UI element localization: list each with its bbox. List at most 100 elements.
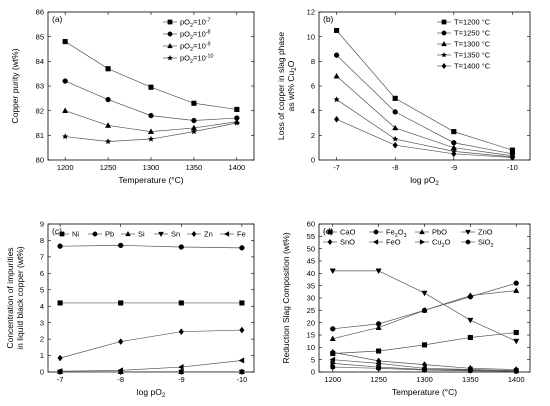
data-point — [62, 107, 69, 113]
y-tick-label: 45 — [307, 257, 315, 266]
data-point — [148, 112, 154, 119]
x-tick-label: 1300 — [143, 163, 160, 172]
data-point — [61, 133, 69, 140]
series-fe2o3 — [330, 280, 519, 332]
legend-item: PbO — [415, 228, 447, 237]
legend-label: T=1300 °C — [454, 40, 491, 49]
legend-label: T=1400 °C — [454, 62, 491, 71]
chart-panel-c: (c) 0 1 2 3 4 5 6 7 8 9 -7 -8 -9 -10 log pO2 Concentrati… — [5, 220, 255, 399]
data-point — [333, 72, 340, 79]
data-point — [62, 39, 68, 45]
x-tick-label: -10 — [236, 375, 247, 384]
y-tick-label: 30 — [307, 294, 315, 303]
data-point — [118, 338, 124, 345]
x-tick-label: -7 — [57, 375, 64, 384]
data-point — [105, 96, 111, 103]
y-tick-label: 84 — [36, 57, 44, 66]
data-point — [178, 363, 184, 371]
legend-marker — [441, 40, 447, 47]
legend-item: T=1300 °C — [437, 40, 491, 49]
data-point — [148, 84, 154, 90]
legend-label: SnO — [340, 238, 355, 247]
data-point — [105, 66, 111, 72]
x-tick-label: -8 — [117, 375, 124, 384]
y-tick-label: 4 — [40, 302, 44, 311]
legend-item: Zn — [187, 230, 213, 239]
data-point — [513, 287, 520, 293]
y-tick-label: 7 — [40, 252, 44, 261]
data-point — [392, 95, 398, 101]
data-point — [467, 317, 474, 324]
data-point — [509, 154, 516, 161]
legend-item: CaO — [323, 228, 356, 237]
data-point — [333, 115, 340, 123]
data-point — [238, 357, 245, 364]
data-point — [421, 290, 428, 297]
legend-item: Pb — [88, 230, 114, 239]
legend-marker — [158, 231, 164, 238]
data-point — [376, 348, 382, 354]
legend-label: T=1200 °C — [454, 18, 491, 27]
y-tick-label: 83 — [36, 82, 44, 91]
data-point — [233, 119, 241, 126]
data-point — [513, 329, 519, 336]
data-point — [118, 300, 124, 306]
data-point — [56, 368, 63, 375]
data-point — [467, 334, 473, 341]
legend-item: Si — [121, 230, 145, 239]
series-pb — [57, 242, 245, 251]
data-point — [239, 326, 245, 334]
legend-item: pO2=10-7 — [163, 18, 211, 29]
data-point — [104, 138, 112, 145]
legend-label: pO2=10-10 — [180, 54, 214, 65]
data-point — [421, 307, 428, 313]
legend: T=1200 °C T=1250 °C T=1300 °C T=1350 °C T=14… — [437, 18, 491, 71]
series-po2-10-7 — [62, 39, 240, 112]
data-point — [62, 78, 68, 84]
data-point — [57, 243, 63, 249]
data-point — [117, 367, 124, 374]
y-tick-label: 0 — [311, 368, 315, 377]
data-point — [392, 124, 399, 131]
data-point — [375, 324, 382, 330]
y-axis-label: Copper purity (wt%) — [10, 48, 20, 123]
panel-label: (b) — [323, 14, 334, 24]
legend-label: ZnO — [478, 228, 493, 237]
data-point — [334, 27, 340, 34]
series-line — [336, 75, 513, 157]
legend-marker — [223, 231, 230, 237]
legend-item: Fe2O3 — [369, 228, 407, 239]
data-point — [239, 245, 245, 251]
x-tick-label: 1350 — [462, 375, 479, 384]
data-point — [333, 96, 340, 103]
data-point — [330, 364, 336, 370]
data-point — [333, 52, 340, 58]
y-tick-label: 6 — [311, 82, 315, 91]
x-tick-label: -9 — [450, 163, 457, 172]
y-tick-label: 0 — [311, 156, 315, 165]
data-point — [57, 354, 63, 362]
data-point — [513, 338, 520, 345]
y-tick-label: 9 — [40, 220, 44, 229]
legend-item: T=1350 °C — [437, 51, 491, 60]
legend-marker — [92, 231, 98, 237]
legend-label: Si — [138, 230, 145, 239]
legend-item: SnO — [323, 238, 355, 247]
legend-marker — [465, 229, 471, 236]
y-tick-label: 8 — [311, 57, 315, 66]
legend-item: T=1200 °C — [437, 18, 491, 27]
legend-marker — [440, 51, 448, 58]
series-line — [60, 360, 242, 372]
legend-label: Fe — [237, 230, 246, 239]
chart-panel-b: (b) 0 2 4 6 8 10 12 -7 -8 -9 -10 log pO2 Loss of copp… — [276, 8, 531, 187]
legend-marker — [327, 229, 333, 235]
series-line — [332, 282, 517, 330]
legend-label: Pb — [105, 230, 114, 239]
legend-marker — [167, 42, 173, 49]
x-tick-label: 1250 — [100, 163, 117, 172]
panel-label: (a) — [52, 14, 63, 24]
legend-marker — [441, 19, 447, 25]
data-point — [513, 280, 519, 286]
series-ni — [57, 300, 245, 306]
data-point — [467, 367, 473, 374]
